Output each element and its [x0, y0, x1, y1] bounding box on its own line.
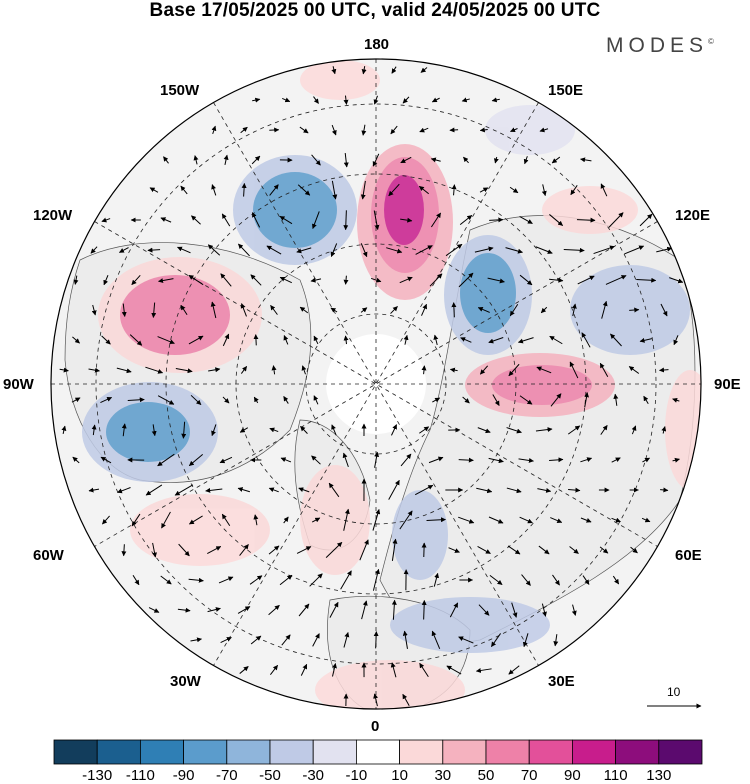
colorbar-tick-label: -70 [216, 767, 238, 784]
lon-label-150w: 150W [160, 82, 199, 99]
wind-vector-arrow [124, 544, 125, 556]
colorbar-tick-label: -110 [126, 767, 155, 784]
anomaly-low-bering-core [253, 172, 337, 248]
anomaly-high-alaska-top [300, 60, 380, 100]
colorbar-tick-label: 90 [564, 767, 581, 784]
colorbar-tick-label: 70 [521, 767, 538, 784]
wind-vector-arrow [450, 130, 458, 131]
colorbar-tick-label: -130 [82, 767, 112, 784]
colorbar-swatch [270, 740, 313, 764]
anomaly-low-central-siberia-core [460, 253, 516, 333]
wind-vector-arrow [459, 460, 474, 461]
colorbar-swatch [97, 740, 140, 764]
lon-label-120w: 120W [33, 207, 72, 224]
colorbar-swatch [616, 740, 659, 764]
lon-label-0: 0 [371, 718, 379, 735]
colorbar-tick-label: 10 [391, 767, 408, 784]
colorbar-tick-label: 110 [604, 767, 628, 784]
wind-vector-arrow [256, 335, 257, 346]
colorbar-swatch [529, 740, 572, 764]
lon-label-60w: 60W [33, 547, 64, 564]
lon-label-30w: 30W [170, 673, 201, 690]
anomaly-low-canada-east-core [106, 402, 190, 462]
colorbar-swatch [659, 740, 702, 764]
lon-label-90e: 90E [714, 376, 741, 393]
colorbar-swatch [54, 740, 97, 764]
anomaly-high-east-siberia-core [384, 175, 424, 245]
map-disk [40, 50, 720, 730]
lon-label-90w: 90W [3, 376, 34, 393]
lon-label-120e: 120E [675, 207, 710, 224]
colorbar-swatch [400, 740, 443, 764]
anomaly-high-east-asia-north [542, 186, 638, 234]
colorbar-tick-label: -30 [302, 767, 324, 784]
wind-vector-arrow [269, 130, 278, 131]
colorbar [54, 740, 702, 764]
anomaly-high-south [315, 660, 465, 720]
anomaly-high-scandinavia [300, 465, 370, 575]
colorbar-tick-label: 130 [646, 767, 671, 784]
anomaly-high-eastern-edge [665, 370, 715, 490]
colorbar-tick-label: 50 [478, 767, 495, 784]
colorbar-swatch [572, 740, 615, 764]
anomaly-low-europe [392, 490, 448, 580]
colorbar-swatch [313, 740, 356, 764]
wind-vector-arrow [454, 303, 455, 318]
colorbar-swatch [356, 740, 399, 764]
colorbar-swatch [184, 740, 227, 764]
colorbar-swatch [443, 740, 486, 764]
lon-label-30e: 30E [548, 673, 575, 690]
colorbar-tick-label: 30 [434, 767, 451, 784]
colorbar-tick-label: -10 [346, 767, 368, 784]
anomaly-high-west-siberia-core [492, 365, 592, 405]
colorbar-tick-label: -50 [259, 767, 281, 784]
lon-label-60e: 60E [675, 547, 702, 564]
colorbar-swatch [486, 740, 529, 764]
anomaly-low-top [485, 105, 575, 155]
anomaly-high-atlantic [130, 494, 270, 566]
vector-scale-label: 10 [667, 685, 680, 699]
anomaly-high-alaska-west-core [120, 275, 230, 355]
colorbar-swatch [140, 740, 183, 764]
colorbar-swatch [227, 740, 270, 764]
colorbar-tick-label: -90 [173, 767, 195, 784]
lon-label-150e: 150E [548, 82, 583, 99]
lon-label-180: 180 [364, 36, 389, 53]
